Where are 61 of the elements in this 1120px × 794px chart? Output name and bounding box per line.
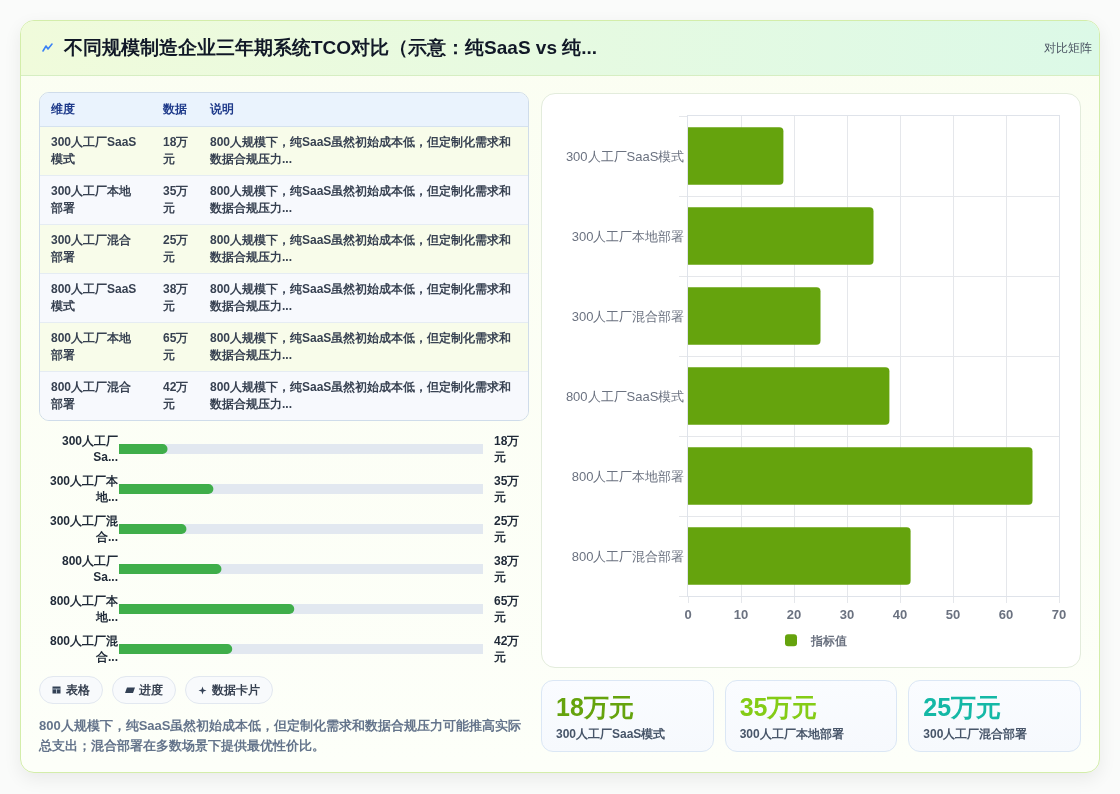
- category-label: 说明: [199, 93, 528, 127]
- text: 800人规模下，纯SaaS虽然初始成本低，但定制化需求和数据合规压力...: [210, 380, 512, 411]
- text: 35万元: [739, 693, 818, 721]
- bar: [688, 527, 911, 585]
- text: 38万元: [163, 282, 189, 313]
- y-tick-label: 300人工厂本地...: [49, 474, 119, 504]
- text: 18万元: [163, 135, 189, 166]
- text: 18万元: [556, 693, 634, 721]
- y-tick-label: 800人工厂混合部署: [571, 548, 685, 564]
- pill-button[interactable]: 数据卡片: [185, 676, 273, 704]
- data-label: 42万元: [493, 634, 520, 664]
- text: 800人规模下，纯SaaS虽然初始成本低，但定制化需求和数据合规压力...: [210, 135, 512, 166]
- text: 对比矩阵: [1044, 40, 1092, 57]
- text: 不同规模制造企业三年期系统TCO对比（示意：纯SaaS vs 纯...: [64, 36, 598, 60]
- y-tick-label: 300人工厂Sa...: [61, 434, 118, 464]
- y-tick-label: 800人工厂本地...: [49, 594, 119, 624]
- x-tick-label: 10: [733, 606, 749, 622]
- y-tick-label: 800人工厂混合...: [49, 634, 119, 664]
- category-label: 数据: [152, 93, 199, 127]
- bar: [688, 447, 1033, 505]
- y-tick-label: 800人工厂本地部署: [571, 468, 685, 484]
- y-tick-label: 300人工厂本地部署: [571, 228, 685, 244]
- x-tick-label: 40: [892, 606, 908, 622]
- bar: [688, 127, 784, 185]
- y-tick-label: 800人工厂SaaS模式: [565, 388, 685, 404]
- text: 800人规模下，纯SaaS虽然初始成本低，但定制化需求和数据合规压力...: [210, 331, 512, 362]
- text: 维度: [40, 93, 152, 127]
- pill-button[interactable]: 进度: [112, 676, 176, 704]
- x-tick-label: 50: [945, 606, 961, 622]
- text: 35万元: [163, 184, 189, 215]
- text: 25万元: [923, 693, 1002, 721]
- x-tick-label: 20: [786, 606, 802, 622]
- category-label: 300人工厂混合部署: [923, 726, 1028, 743]
- pill-button[interactable]: 表格: [39, 676, 103, 704]
- x-tick-label: 70: [1051, 606, 1067, 622]
- bar: [688, 287, 821, 345]
- data-label: 25万元: [493, 514, 520, 544]
- text: 65万元: [163, 331, 189, 362]
- y-tick-label: 800人工厂Sa...: [61, 554, 118, 584]
- data-label: 18万元: [493, 434, 520, 464]
- text: 800人规模下，纯SaaS虽然初始成本低，但定制化需求和数据合规压力...: [210, 282, 512, 313]
- y-tick-label: 300人工厂混合部署: [571, 308, 685, 324]
- x-tick-label: 0: [684, 606, 692, 622]
- text: 42万元: [163, 380, 189, 411]
- text: 800人规模下，纯SaaS虽然初始成本低，但定制化需求和数据合规压力...: [210, 233, 512, 264]
- bar: [119, 524, 187, 534]
- bar: [119, 444, 168, 454]
- text: 800人规模下，纯SaaS虽然初始成本低，但定制化需求和数据合规压力...: [210, 184, 512, 215]
- data-label: 65万元: [493, 594, 520, 624]
- x-tick-label: 30: [839, 606, 855, 622]
- text: 25万元: [163, 233, 189, 264]
- data-label: 38万元: [493, 554, 520, 584]
- bar: [688, 207, 874, 265]
- y-tick-label: 300人工厂混合...: [49, 514, 119, 544]
- data-label: 35万元: [493, 474, 520, 504]
- x-tick-label: 60: [998, 606, 1014, 622]
- text: 800人规模下，纯SaaS虽然初始成本低，但定制化需求和数据合规压力可能推高实际总支出；混合部署在多数场景下提供最优性价比。: [39, 717, 523, 755]
- category-label: 300人工厂本地部署: [739, 726, 844, 743]
- bar: [688, 367, 890, 425]
- y-tick-label: 300人工厂SaaS模式: [565, 148, 685, 164]
- legend-label: 指标值: [810, 633, 847, 648]
